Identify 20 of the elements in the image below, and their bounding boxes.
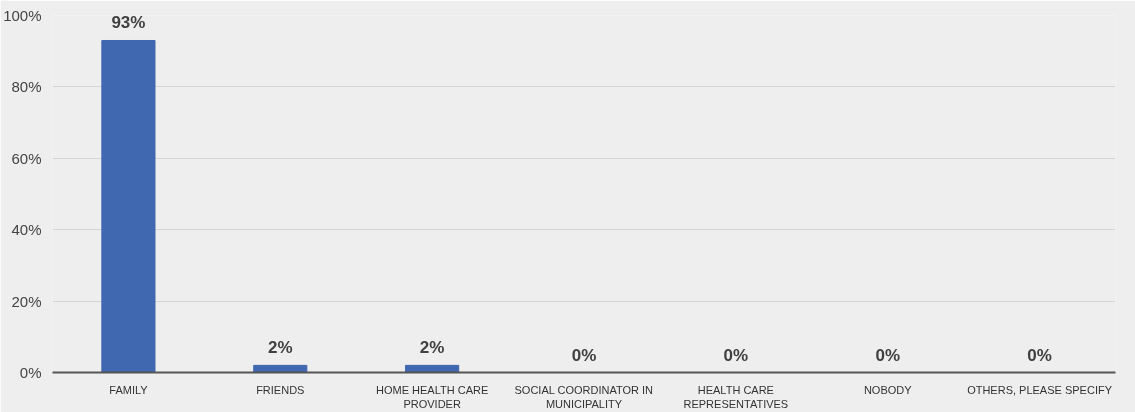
x-tick-label: NOBODY — [863, 383, 913, 396]
data-label: 93% — [111, 13, 146, 33]
y-tick-label: 80% — [11, 78, 42, 96]
data-label: 0% — [571, 345, 597, 365]
data-label: 2% — [268, 338, 293, 358]
y-tick-label: 40% — [11, 221, 42, 239]
y-tick-label: 60% — [11, 149, 42, 167]
data-label: 0% — [1027, 345, 1052, 365]
x-tick-label: OTHERS, PLEASE SPECIFY — [967, 383, 1113, 396]
y-tick-label: 100% — [3, 7, 42, 24]
data-label: 2% — [419, 338, 445, 358]
x-tick-label: SOCIAL COORDINATOR IN MUNICIPALITY — [514, 383, 654, 410]
x-tick-label: FAMILY — [109, 383, 149, 396]
x-tick-label: HOME HEALTH CARE PROVIDER — [376, 383, 489, 410]
data-label: 0% — [723, 345, 749, 365]
y-tick-label: 0% — [19, 364, 42, 381]
y-tick-label: 20% — [11, 292, 42, 310]
data-label: 0% — [875, 345, 901, 365]
x-tick-label: FRIENDS — [256, 383, 305, 396]
x-tick-label: HEALTH CARE REPRESENTATIVES — [683, 383, 789, 410]
